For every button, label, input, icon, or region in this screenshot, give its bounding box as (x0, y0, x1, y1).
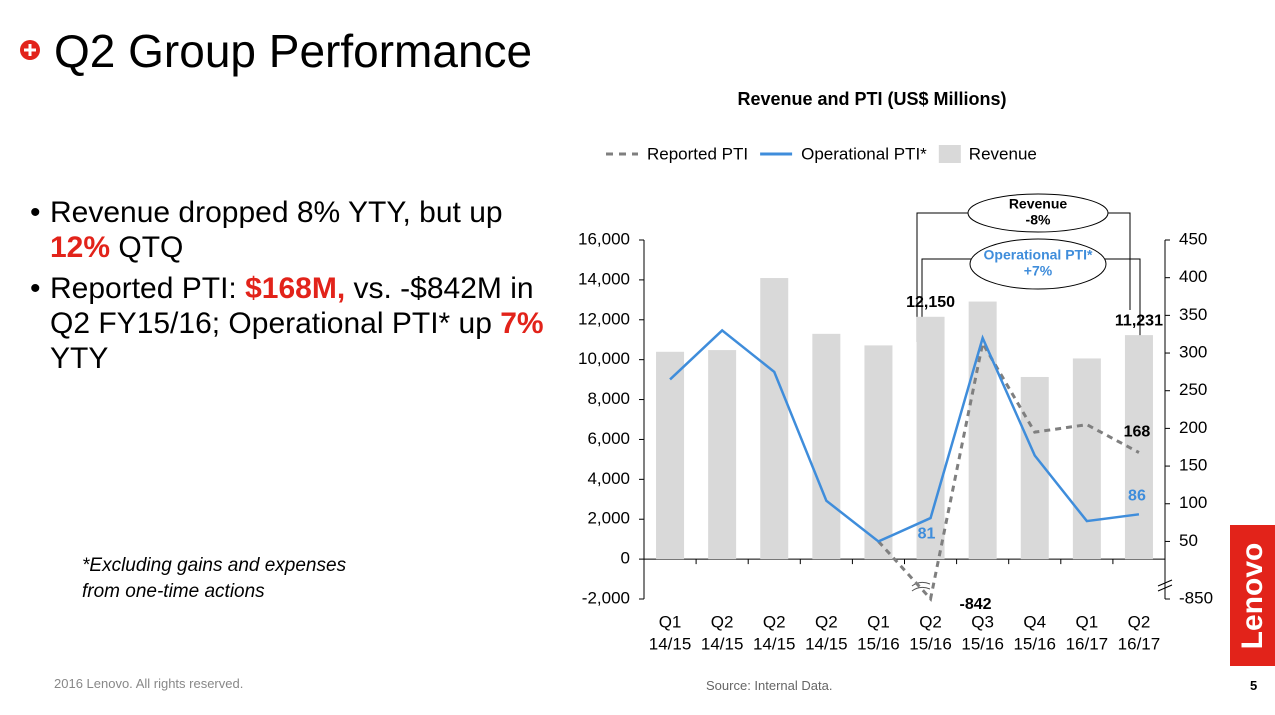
x-tick-label: Q1 (659, 612, 682, 631)
y-tick-label: 2,000 (587, 509, 630, 528)
legend-label: Operational PTI* (801, 144, 927, 163)
bullet-text: Revenue dropped 8% YTY, but up (50, 196, 503, 229)
x-tick-label: 14/15 (701, 634, 744, 653)
y2-tick-label: 150 (1179, 456, 1207, 475)
bullet-text: vs. -$842M in Q2 FY15/16; Operational PT… (50, 272, 534, 340)
y2-tick-label: 300 (1179, 343, 1207, 362)
y2-tick-label: 450 (1179, 229, 1207, 248)
data-label: -842 (960, 596, 992, 613)
y-tick-label: 10,000 (578, 349, 630, 368)
x-tick-label: 15/16 (961, 634, 1004, 653)
legend-swatch (938, 145, 961, 163)
bar (708, 350, 737, 560)
line-break (911, 581, 931, 592)
bullet-text: QTQ (110, 231, 184, 264)
footnote: *Excluding gains and expenses from one-t… (82, 553, 346, 605)
annotation: +7% (1024, 263, 1053, 279)
y2-tick-label: 200 (1179, 418, 1207, 437)
y-tick-label: 6,000 (587, 429, 630, 448)
x-tick-label: 15/16 (1013, 634, 1056, 653)
data-label: 11,231 (1115, 312, 1163, 329)
x-tick-label: Q2 (815, 612, 838, 631)
x-tick-label: 14/15 (649, 634, 692, 653)
data-label: 12,150 (906, 294, 955, 311)
bullet-text: 12% (50, 231, 111, 264)
pti-ellipse (969, 238, 1107, 290)
bullet-text: YTY (50, 342, 109, 375)
copyright: 2016 Lenovo. All rights reserved. (54, 676, 244, 691)
annotation-brackets (916, 193, 1141, 480)
bar (656, 351, 685, 560)
y-tick-label: 14,000 (578, 269, 630, 288)
data-label: 168 (1124, 424, 1151, 441)
y2-tick-label: 350 (1179, 305, 1207, 324)
y2-tick-label: 250 (1179, 380, 1207, 399)
bar (812, 333, 841, 560)
x-tick-label: Q2 (919, 612, 942, 631)
y-tick-label: 12,000 (578, 309, 630, 328)
x-tick-label: Q1 (867, 612, 890, 631)
page-number: 5 (1250, 678, 1258, 693)
x-tick-label: 16/17 (1118, 634, 1161, 653)
y2-tick-label: 100 (1179, 493, 1207, 512)
y-tick-label: 16,000 (578, 229, 630, 248)
x-tick-label: Q1 (1076, 612, 1099, 631)
bullet-list: Revenue dropped 8% YTY, but up 12% QTQRe… (30, 195, 550, 382)
x-tick-label: Q2 (711, 612, 734, 631)
data-label: 86 (1128, 488, 1146, 505)
footnote-line: *Excluding gains and expenses (82, 555, 347, 576)
bullet-text: 7% (500, 307, 544, 340)
bullet: Revenue dropped 8% YTY, but up 12% QTQ (30, 195, 550, 265)
bullet-text: Reported PTI: (50, 272, 246, 305)
logo: Lenovo (1230, 525, 1275, 666)
y-tick-label: 8,000 (587, 389, 630, 408)
annotation: Operational PTI* (984, 247, 1093, 263)
slide-title: Q2 Group Performance (54, 25, 533, 77)
footnote-line: from one-time actions (82, 581, 265, 602)
y2-tick-label: -850 (1179, 588, 1213, 607)
bar (968, 301, 997, 560)
bar (1072, 358, 1101, 560)
legend-label: Revenue (969, 144, 1037, 163)
x-tick-label: 14/15 (805, 634, 848, 653)
y-tick-label: -2,000 (582, 588, 630, 607)
x-tick-label: Q3 (971, 612, 994, 631)
logo-text: Lenovo (1235, 542, 1269, 649)
axis-break (911, 579, 1173, 592)
x-tick-label: 15/16 (909, 634, 952, 653)
bullet-text: $168M, (245, 272, 346, 305)
x-tick-label: 14/15 (753, 634, 796, 653)
annotation: -8% (1026, 212, 1051, 228)
title-icon-cross (24, 44, 36, 56)
y2-tick-label: 400 (1179, 267, 1207, 286)
line (669, 328, 1140, 543)
bullet: Reported PTI: $168M, vs. -$842M in Q2 FY… (30, 271, 550, 376)
x-tick-label: 16/17 (1066, 634, 1109, 653)
x-tick-label: Q4 (1023, 612, 1046, 631)
revenue-ellipse (967, 193, 1109, 233)
x-tick-label: 15/16 (857, 634, 900, 653)
legend-label: Reported PTI (647, 144, 748, 163)
line (877, 339, 1140, 603)
bar (760, 278, 789, 560)
data-label: 81 (918, 525, 936, 542)
y-tick-label: 4,000 (587, 469, 630, 488)
label-layer: -842 168 81 86 12,150 11,231 (906, 294, 1163, 613)
y2-tick-label: 50 (1179, 531, 1198, 550)
series-layer (656, 278, 1153, 603)
y-tick-label: 0 (621, 549, 630, 568)
bar (864, 345, 893, 560)
annotation: Revenue (1009, 196, 1068, 212)
x-tick-label: Q2 (1128, 612, 1151, 631)
chart-title: Revenue and PTI (US$ Millions) (737, 89, 1006, 109)
source: Source: Internal Data. (706, 678, 833, 693)
x-tick-label: Q2 (763, 612, 786, 631)
